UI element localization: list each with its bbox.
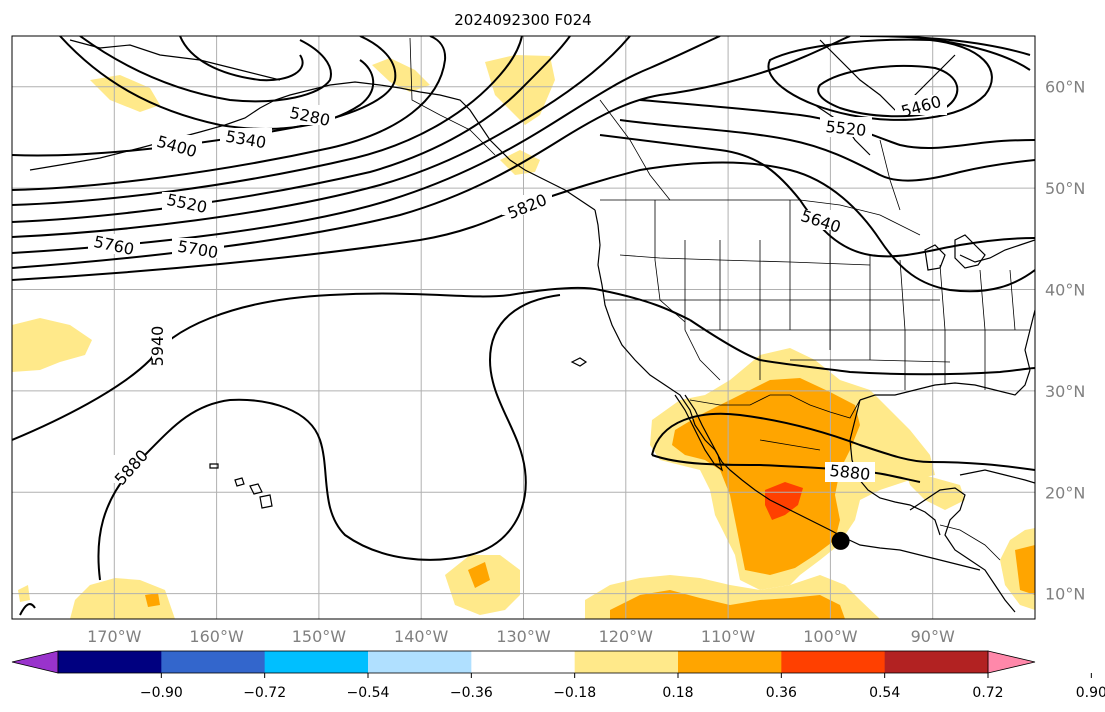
colorbar-tick-label: −0.54 — [347, 685, 390, 701]
plot-title: 2024092300 F024 — [454, 11, 591, 29]
contour-label: 5880 — [108, 446, 153, 489]
latitude-label: 20°N — [1045, 483, 1085, 502]
colorbar-extend-low — [11, 650, 59, 674]
latitude-label: 50°N — [1045, 179, 1085, 198]
height-contours — [12, 36, 1035, 616]
contour-label: 5520 — [820, 117, 872, 140]
svg-text:5880: 5880 — [829, 461, 871, 484]
longitude-label: 130°W — [496, 627, 551, 646]
svg-text:5940: 5940 — [148, 326, 167, 367]
longitude-label: 120°W — [599, 627, 654, 646]
colorbar-tick-label: −0.18 — [553, 685, 596, 701]
contour-label: 5760 — [88, 232, 140, 259]
map-panel: 5280 5340 5400 5520 5760 5700 5820 5940 … — [11, 35, 1036, 620]
contour-label: 5880 — [825, 461, 875, 484]
latitude-label: 40°N — [1045, 280, 1085, 299]
colorbar: −0.90 −0.72 −0.54 −0.36 −0.18 0.18 0.36 0.54 0.7… — [11, 650, 1105, 701]
contour-labels: 5280 5340 5400 5520 5760 5700 5820 5940 … — [88, 92, 947, 489]
colorbar-segment — [678, 651, 782, 673]
colorbar-segment — [368, 651, 472, 673]
longitude-label: 110°W — [701, 627, 756, 646]
longitude-label: 170°W — [87, 627, 142, 646]
latitude-label: 10°N — [1045, 585, 1085, 604]
political-borders — [409, 37, 1030, 561]
colorbar-ticks: −0.90 −0.72 −0.54 −0.36 −0.18 0.18 0.36 0.54 0.7… — [140, 673, 1105, 701]
anomaly-shading — [12, 55, 1035, 619]
colorbar-tick-label: −0.72 — [243, 685, 286, 701]
longitude-label: 140°W — [394, 627, 449, 646]
latitude-label: 60°N — [1045, 78, 1085, 97]
map-frame — [11, 35, 1036, 620]
longitude-label: 160°W — [189, 627, 244, 646]
longitude-label: 100°W — [803, 627, 858, 646]
colorbar-segments — [11, 650, 1036, 674]
colorbar-segment — [781, 651, 886, 673]
location-marker — [831, 531, 850, 550]
colorbar-tick-label: 0.36 — [766, 685, 797, 701]
colorbar-segment — [161, 651, 266, 673]
contour-label: 5280 — [285, 103, 335, 130]
colorbar-segment — [471, 651, 576, 673]
longitude-label: 150°W — [292, 627, 347, 646]
colorbar-segment — [574, 651, 679, 673]
longitude-labels: 170°W 160°W 150°W 140°W 130°W 120°W 110°W 100°W… — [87, 627, 955, 646]
contour-label: 5940 — [148, 322, 172, 370]
contour-label: 5520 — [162, 190, 212, 217]
colorbar-tick-label: −0.36 — [450, 685, 493, 701]
latitude-label: 30°N — [1045, 382, 1085, 401]
colorbar-tick-label: 0.90 — [1076, 685, 1105, 701]
coastlines — [29, 39, 1035, 613]
svg-text:5520: 5520 — [825, 117, 867, 140]
colorbar-extend-high — [987, 650, 1036, 674]
colorbar-tick-label: 0.54 — [869, 685, 900, 701]
colorbar-segment — [264, 651, 369, 673]
contour-label: 5400 — [152, 132, 202, 161]
longitude-label: 90°W — [911, 627, 955, 646]
colorbar-tick-label: 0.18 — [662, 685, 693, 701]
latitude-labels: 60°N 50°N 40°N 30°N 20°N 10°N — [1045, 78, 1085, 604]
colorbar-segment — [884, 651, 989, 673]
colorbar-tick-label: 0.72 — [972, 685, 1003, 701]
colorbar-frame — [57, 650, 989, 674]
colorbar-tick-label: −0.90 — [140, 685, 183, 701]
colorbar-segment — [58, 651, 162, 673]
